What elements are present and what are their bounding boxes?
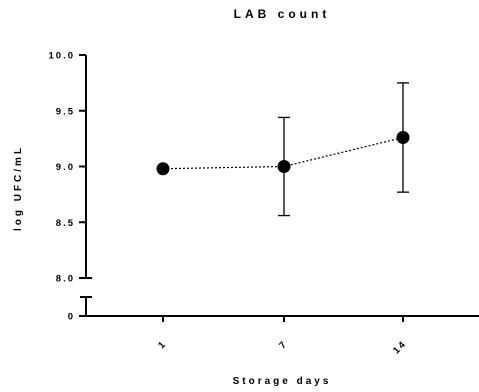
x-tick-label: 1 [156, 338, 169, 351]
y-tick-label: 8.5 [56, 218, 75, 229]
x-tick-label: 14 [391, 338, 409, 356]
axes: 8.0 8.5 9.0 9.5 10.0 0 1 7 14 [49, 51, 479, 356]
chart-title: LAB count [234, 7, 331, 21]
x-tick-label: 7 [277, 338, 290, 351]
y-axis-label: log UFC/mL [13, 145, 24, 231]
data-point [396, 131, 410, 145]
y-tick-label: 9.0 [56, 162, 75, 173]
x-axis-label: Storage days [233, 376, 332, 387]
data-point [277, 160, 291, 173]
y-tick-label: 8.0 [56, 274, 75, 285]
data-point [156, 162, 170, 176]
y-tick-label: 9.5 [56, 106, 75, 117]
y-tick-label: 10.0 [49, 51, 76, 62]
series-group [156, 82, 410, 217]
y-tick-label: 0 [68, 312, 75, 323]
